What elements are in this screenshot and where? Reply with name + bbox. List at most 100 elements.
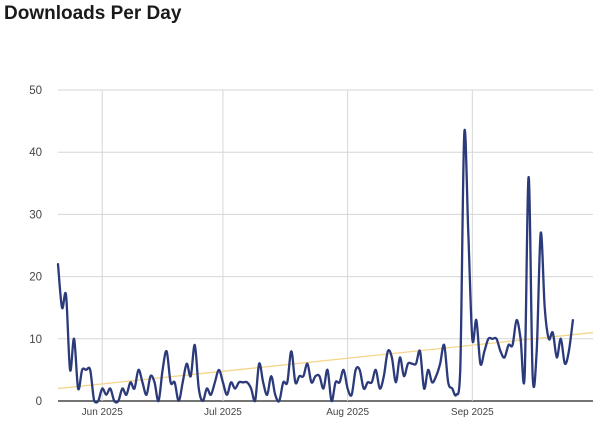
data-point — [474, 318, 479, 323]
data-point — [438, 361, 443, 366]
data-point — [466, 231, 471, 236]
data-point — [570, 318, 575, 323]
data-point — [526, 175, 531, 180]
data-point — [494, 336, 499, 341]
data-point — [357, 367, 362, 372]
y-axis: 0 10 20 30 40 50 — [29, 85, 42, 408]
data-point — [208, 392, 213, 397]
data-point — [136, 367, 141, 372]
y-tick-label: 20 — [29, 272, 42, 284]
data-point — [393, 380, 398, 385]
data-point — [216, 367, 221, 372]
data-point — [140, 380, 145, 385]
data-point — [530, 374, 535, 379]
y-tick-label: 10 — [29, 334, 42, 346]
data-point — [301, 374, 306, 379]
series-layer — [56, 129, 575, 404]
data-point — [72, 336, 77, 341]
x-tick-label: Jul 2025 — [204, 407, 242, 418]
data-point — [454, 392, 459, 397]
data-point — [160, 367, 165, 372]
data-point — [377, 386, 382, 391]
data-point — [305, 361, 310, 366]
data-point — [96, 399, 101, 404]
data-point — [257, 361, 262, 366]
data-point — [100, 386, 105, 391]
data-point — [349, 392, 354, 397]
data-point — [188, 374, 193, 379]
data-point — [518, 336, 523, 341]
data-point — [156, 399, 161, 404]
data-point — [152, 380, 157, 385]
data-point — [482, 349, 487, 354]
data-point — [56, 262, 61, 267]
data-point — [124, 392, 129, 397]
data-point — [397, 355, 402, 360]
data-point — [510, 343, 515, 348]
data-point — [418, 349, 423, 354]
data-point — [128, 380, 133, 385]
data-point — [196, 386, 201, 391]
data-point — [192, 343, 197, 348]
data-point — [289, 349, 294, 354]
data-point — [562, 361, 567, 366]
data-point — [309, 380, 314, 385]
y-tick-label: 50 — [29, 85, 42, 97]
data-point — [345, 386, 350, 391]
data-point — [446, 380, 451, 385]
data-point — [68, 367, 73, 372]
data-point — [88, 367, 93, 372]
data-point — [538, 231, 543, 236]
data-point — [76, 386, 81, 391]
data-point — [498, 349, 503, 354]
data-point — [273, 392, 278, 397]
data-point — [120, 386, 125, 391]
data-point — [176, 399, 181, 404]
series-line — [56, 129, 575, 404]
y-tick-label: 30 — [29, 209, 42, 221]
data-point — [542, 305, 547, 310]
data-point — [212, 380, 217, 385]
data-point — [385, 349, 390, 354]
data-point — [144, 392, 149, 397]
x-tick-label: Sep 2025 — [451, 407, 494, 418]
data-point — [104, 392, 109, 397]
data-point — [341, 367, 346, 372]
data-point — [245, 380, 250, 385]
data-point — [220, 380, 225, 385]
data-point — [180, 380, 185, 385]
data-point — [325, 367, 330, 372]
data-point — [554, 355, 559, 360]
data-point — [132, 386, 137, 391]
data-point — [164, 349, 169, 354]
x-tick-label: Aug 2025 — [326, 407, 369, 418]
data-point — [430, 380, 435, 385]
x-tick-label: Jun 2025 — [82, 407, 124, 418]
data-point — [478, 361, 483, 366]
data-point — [172, 380, 177, 385]
data-point — [277, 399, 282, 404]
data-point — [108, 386, 113, 391]
data-point — [442, 343, 447, 348]
data-point — [148, 374, 153, 379]
data-point — [566, 349, 571, 354]
data-point — [502, 355, 507, 360]
data-point — [458, 367, 463, 372]
data-point — [116, 399, 121, 404]
y-tick-label: 0 — [36, 396, 42, 408]
data-point — [534, 349, 539, 354]
data-point — [434, 374, 439, 379]
data-point — [470, 336, 475, 341]
data-point — [285, 380, 290, 385]
data-point — [317, 374, 322, 379]
data-point — [253, 399, 258, 404]
data-point — [249, 386, 254, 391]
data-point — [373, 367, 378, 372]
data-point — [337, 380, 342, 385]
data-point — [261, 380, 266, 385]
data-point — [60, 305, 65, 310]
data-point — [200, 399, 205, 404]
data-point — [450, 386, 455, 391]
data-point — [361, 386, 366, 391]
